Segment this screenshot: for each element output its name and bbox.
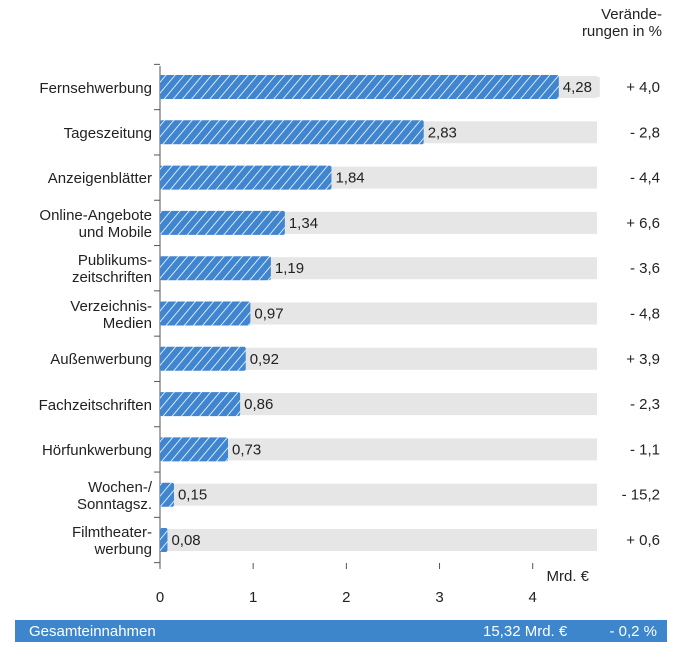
value-label: 1,19 — [275, 260, 304, 277]
value-label: 0,97 — [254, 305, 283, 322]
bar-background — [160, 438, 597, 461]
x-tick-label: 2 — [342, 589, 350, 606]
change-label: - 4,8 — [630, 305, 660, 322]
bar — [160, 165, 332, 190]
bar — [160, 75, 559, 99]
value-label-bg — [168, 530, 209, 550]
value-label: 4,28 — [563, 79, 592, 96]
value-label-bg — [424, 122, 465, 143]
value-label: 0,92 — [250, 351, 279, 368]
category-label: Online-Angebote und Mobile — [39, 206, 152, 241]
value-label: 1,34 — [289, 215, 318, 232]
value-label-bg — [559, 77, 600, 97]
change-label: + 6,6 — [626, 215, 660, 232]
change-label: - 15,2 — [622, 487, 660, 504]
bar — [160, 346, 246, 371]
category-label: Wochen-/ Sonntagsz. — [76, 478, 152, 513]
bar — [160, 301, 251, 326]
value-label-bg — [174, 484, 215, 505]
category-label: Anzeigenblätter — [47, 170, 152, 188]
bar — [160, 437, 229, 462]
value-label: 1,84 — [335, 170, 364, 187]
value-label: 0,15 — [178, 487, 207, 504]
bar-background — [160, 483, 597, 506]
total-label: Gesamteinnahmen — [29, 623, 156, 640]
change-label: - 2,3 — [630, 396, 660, 413]
value-label-bg — [251, 303, 292, 324]
bar — [160, 210, 285, 235]
total-change: - 0,2 % — [609, 623, 657, 640]
value-label-bg — [241, 394, 282, 415]
change-label: - 3,6 — [630, 260, 660, 277]
x-tick-label: 0 — [156, 589, 164, 606]
value-label: 2,83 — [428, 124, 457, 141]
bar-background — [160, 529, 597, 551]
change-label: - 1,1 — [630, 441, 660, 458]
category-label: Außenwerbung — [50, 351, 152, 369]
change-label: + 4,0 — [626, 79, 660, 96]
change-header: Verände- rungen in % — [581, 6, 662, 40]
x-tick-label: 4 — [529, 589, 537, 606]
total-value: 15,32 Mrd. € — [483, 623, 568, 640]
category-label: Hörfunkwerbung — [41, 441, 152, 459]
x-tick-label: 3 — [435, 589, 443, 606]
category-label: Publikums- zeitschriften — [71, 252, 152, 287]
bar — [160, 482, 174, 507]
bar — [160, 120, 424, 145]
category-label: Tageszeitung — [63, 124, 152, 142]
category-label: Fachzeitschriften — [38, 396, 152, 414]
bar — [160, 256, 271, 281]
value-label-bg — [271, 258, 312, 279]
x-tick-label: 1 — [249, 589, 257, 606]
value-label: 0,86 — [244, 396, 273, 413]
category-label: Fernsehwerbung — [39, 79, 152, 97]
change-label: - 2,8 — [630, 124, 660, 141]
bar — [160, 528, 168, 552]
value-label-bg — [229, 439, 270, 460]
x-axis-label: Mrd. € — [546, 568, 589, 585]
category-label: Filmtheater- werbung — [71, 524, 152, 558]
total-bar: Gesamteinnahmen 15,32 Mrd. € - 0,2 % — [15, 620, 667, 642]
category-label: Verzeichnis- Medien — [70, 297, 152, 332]
bar — [160, 392, 241, 417]
value-label-bg — [332, 167, 373, 188]
change-label: - 4,4 — [630, 170, 660, 187]
value-label-bg — [285, 212, 326, 233]
value-label-bg — [246, 348, 287, 369]
value-label: 0,73 — [232, 441, 261, 458]
change-label: + 0,6 — [626, 532, 660, 549]
change-label: + 3,9 — [626, 351, 660, 368]
value-label: 0,08 — [171, 532, 200, 549]
